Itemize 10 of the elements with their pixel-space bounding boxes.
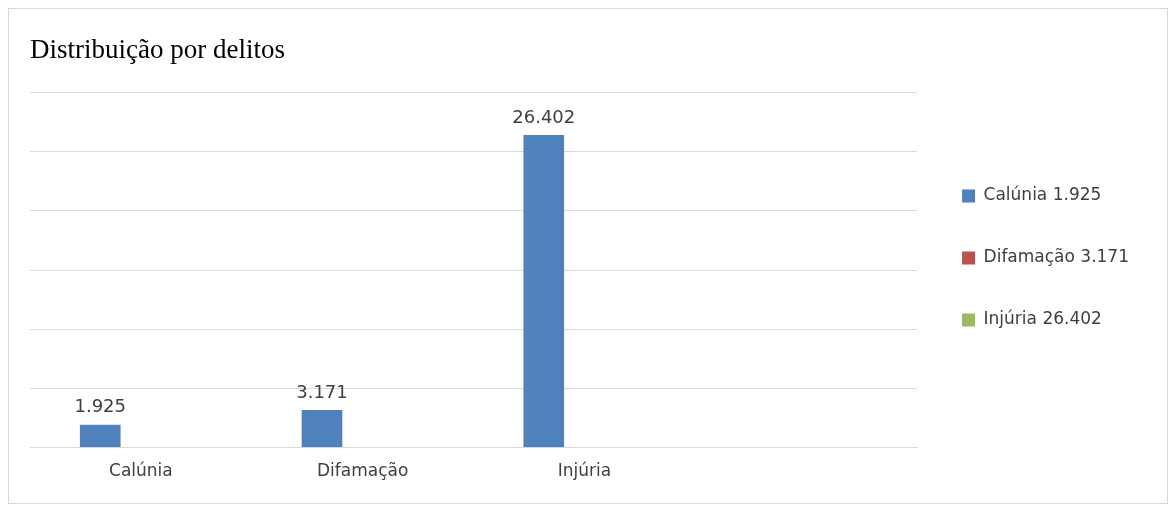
data-label: 26.402 (512, 105, 576, 127)
data-label: 3.171 (296, 380, 348, 402)
x-tick-label: Calúnia (109, 460, 173, 481)
legend-label: Calúnia 1.925 (983, 184, 1102, 205)
legend-label: Difamação 3.171 (983, 246, 1130, 267)
data-label: 1.925 (74, 395, 126, 417)
x-tick-label: Difamação (316, 460, 409, 481)
chart-title: Distribuição por delitos (30, 34, 285, 65)
legend-label: Injúria 26.402 (983, 308, 1102, 329)
x-tick-label: Injúria (557, 460, 612, 481)
